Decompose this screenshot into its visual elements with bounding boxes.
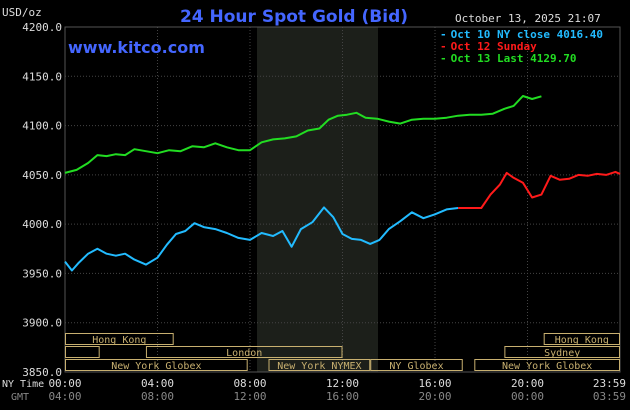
x-tick-label-ny: 16:00 [418, 377, 451, 390]
session-sydney-box [504, 346, 620, 358]
y-tick-label: 3850.0 [22, 366, 62, 379]
x-tick-label-ny: 12:00 [326, 377, 359, 390]
x-tick-label-gmt: 20:00 [418, 390, 451, 403]
x-tick-label-gmt: 12:00 [233, 390, 266, 403]
session-hong-kong-box [65, 333, 174, 345]
session-ny-globex-late-box [370, 359, 463, 371]
series-layer [64, 95, 621, 272]
y-tick-label: 3950.0 [22, 267, 62, 280]
session-hong-kong-next-label: Hong Kong [555, 335, 609, 346]
market-sessions: Hong Kong Hong Kong London Sydney New York G… [65, 333, 620, 372]
x-tick-label-gmt: 04:00 [48, 390, 81, 403]
series-oct12-line [458, 170, 621, 209]
x-tick-label-ny: 00:00 [48, 377, 81, 390]
y-axis-unit-label: USD/oz [2, 6, 42, 19]
session-ny-nymex-box [268, 359, 371, 371]
session-ny-globex-late-label: NY Globex [389, 361, 443, 372]
timestamp: October 13, 2025 21:07 [455, 12, 601, 25]
legend: - Oct 10 NY close 4016.40 - Oct 12 Sunday … [440, 28, 603, 65]
source-watermark: www.kitco.com [68, 38, 205, 57]
y-tick-label: 3900.0 [22, 317, 62, 330]
session-ny-nymex-label: New York NYMEX [277, 361, 361, 372]
ny-time-label: NY Time [2, 379, 44, 390]
x-tick-label-gmt: 16:00 [326, 390, 359, 403]
x-tick-label-gmt: 08:00 [141, 390, 174, 403]
legend-item-oct13: - Oct 13 Last 4129.70 [440, 52, 576, 65]
session-london-box [145, 346, 343, 358]
session-ny-globex-label: New York Globex [111, 361, 201, 372]
gmt-label: GMT [11, 392, 29, 403]
x-axis: 00:0004:0004:0008:0008:0012:0012:0016:00… [48, 377, 626, 403]
y-tick-label: 4200.0 [22, 21, 62, 34]
legend-item-oct10: - Oct 10 NY close 4016.40 [440, 28, 603, 41]
x-tick-label-ny: 04:00 [141, 377, 174, 390]
x-tick-label-gmt: 03:59 [593, 390, 626, 403]
x-tick-label-ny: 20:00 [511, 377, 544, 390]
session-spacer-box [65, 346, 100, 358]
session-ny-globex-next-label: New York Globex [502, 361, 592, 372]
session-hong-kong-label: Hong Kong [92, 335, 146, 346]
legend-item-oct12: - Oct 12 Sunday [440, 40, 537, 53]
session-sydney-label: Sydney [544, 348, 580, 359]
nymex-session-shade [257, 27, 378, 372]
y-tick-label: 4000.0 [22, 218, 62, 231]
chart-title: 24 Hour Spot Gold (Bid) [180, 7, 408, 27]
y-tick-label: 4050.0 [22, 169, 62, 182]
y-tick-label: 4100.0 [22, 120, 62, 133]
session-hong-kong-next-box [543, 333, 620, 345]
x-tick-label-ny: 23:59 [593, 377, 626, 390]
y-tick-label: 4150.0 [22, 70, 62, 83]
x-tick-label-gmt: 00:00 [511, 390, 544, 403]
session-ny-globex-box [65, 359, 248, 371]
series-oct13-line [64, 95, 542, 174]
series-oct10-line [64, 206, 459, 272]
y-axis: 4200.0 4150.0 4100.0 4050.0 4000.0 3950.0 3900… [22, 21, 62, 379]
session-london-label: London [226, 348, 262, 359]
x-tick-label-ny: 08:00 [233, 377, 266, 390]
session-ny-globex-next-box [474, 359, 620, 371]
plot-frame [64, 26, 621, 373]
